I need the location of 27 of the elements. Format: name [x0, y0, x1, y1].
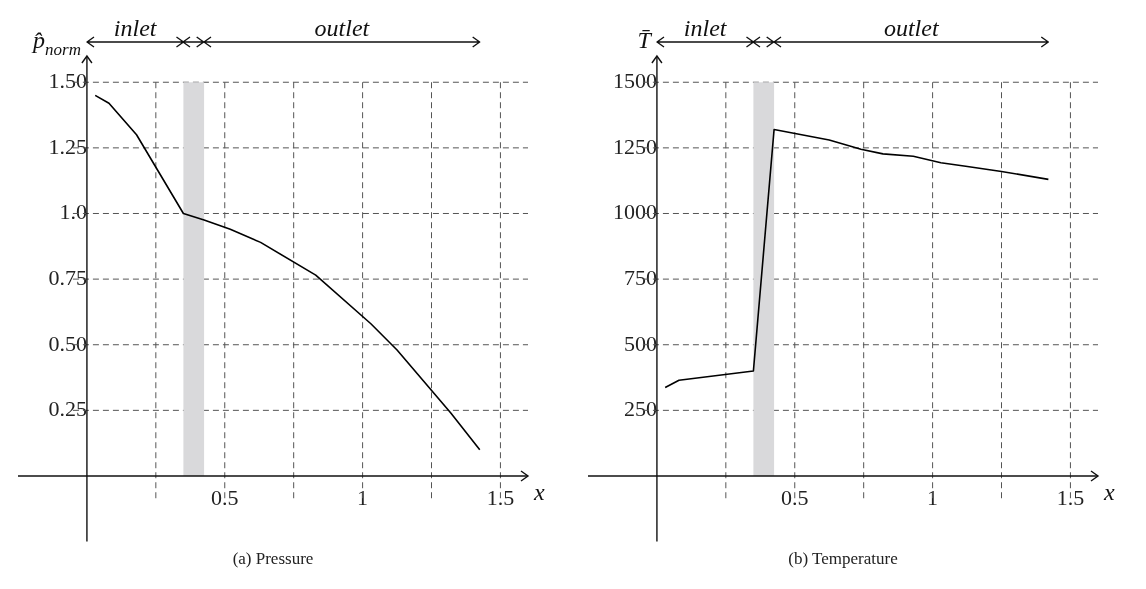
y-tick-label: 1.25: [48, 133, 87, 159]
x-tick-label: 1.5: [486, 484, 515, 510]
text: inlet: [113, 15, 158, 41]
text: outlet: [883, 15, 940, 41]
y-tick-label: 0.25: [48, 396, 87, 422]
y-tick-label: 1500: [612, 68, 657, 94]
y-tick-label: 250: [623, 396, 657, 422]
x-tick-label: 1: [357, 484, 369, 510]
x-tick-label: 1.5: [1056, 484, 1085, 510]
text: outlet: [314, 15, 371, 41]
x-tick-label: 0.5: [781, 484, 809, 510]
y-tick-label: 750: [623, 264, 657, 290]
x-axis-title: x: [1103, 478, 1115, 505]
x-axis-title: x: [533, 478, 545, 505]
y-tick-label: 0.75: [48, 264, 87, 290]
y-tick-label: 1.0: [59, 199, 87, 225]
y-tick-label: 1250: [612, 133, 657, 159]
text: inlet: [683, 15, 728, 41]
y-axis-title: T̄: [637, 27, 653, 53]
x-tick-label: 0.5: [211, 484, 239, 510]
y-tick-label: 0.50: [48, 330, 87, 356]
x-tick-label: 1: [927, 484, 939, 510]
y-tick-label: 1.50: [48, 68, 87, 94]
y-tick-label: 500: [623, 330, 657, 356]
text: (a) Pressure: [232, 549, 314, 569]
y-tick-label: 1000: [612, 199, 657, 225]
text: (b) Temperature: [788, 549, 898, 569]
